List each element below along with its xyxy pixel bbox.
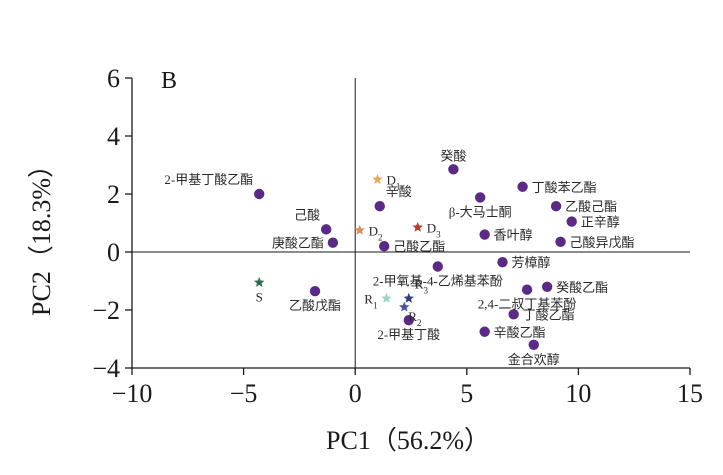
- compound-point: [379, 241, 390, 252]
- y-tick-label: 2: [107, 180, 120, 209]
- compound-label: 2,4-二叔丁基苯酚: [478, 297, 577, 312]
- compound-label: 辛酸: [386, 184, 412, 199]
- x-tick-label: 5: [460, 379, 473, 408]
- compound-point: [374, 200, 385, 212]
- sample-star-R2: [399, 301, 410, 312]
- y-axis-title: PC2（18.3%）: [27, 152, 56, 316]
- compound-point: [309, 285, 321, 297]
- x-tick-label: −5: [230, 379, 258, 408]
- sample-label-D3: D3: [427, 220, 441, 239]
- compound-point: [497, 256, 508, 268]
- tick-marks: −10 −5 0 5 10 15 −4 −2 0 2 4 6: [92, 64, 703, 408]
- panel-letter: B: [161, 68, 177, 94]
- compound-point: [320, 224, 332, 235]
- compound-point: [528, 339, 539, 350]
- compound-label: β-大马士酮: [449, 204, 512, 219]
- sample-star-D2: [354, 224, 365, 235]
- x-tick-label: 0: [349, 379, 362, 408]
- compound-label: 香叶醇: [494, 228, 533, 243]
- compound-label: 正辛醇: [581, 215, 620, 230]
- compound-label: 2-甲基丁酸乙酯: [164, 172, 253, 187]
- y-tick-label: −4: [92, 354, 120, 383]
- data-points: [253, 164, 577, 350]
- compound-label: 己酸: [294, 207, 320, 222]
- sample-label-R2: R2: [408, 309, 421, 328]
- compound-point: [479, 229, 490, 240]
- y-tick-label: −2: [92, 296, 120, 325]
- compound-label: 丁酸苯乙酯: [532, 180, 597, 195]
- sample-star-D1: [372, 174, 383, 184]
- x-tick-label: 15: [677, 379, 703, 408]
- sample-star-R1: [381, 292, 392, 303]
- compound-point: [432, 261, 443, 272]
- compound-point: [327, 237, 339, 248]
- sample-star-D3: [412, 221, 423, 232]
- sample-star-S: [253, 276, 265, 287]
- compound-label: 乙酸戊酯: [289, 298, 341, 313]
- compound-point: [254, 188, 265, 200]
- compound-label: 辛酸乙酯: [494, 325, 546, 340]
- compound-label: 芳樟醇: [512, 255, 551, 270]
- compound-label: 己酸异戊酯: [570, 235, 635, 250]
- compound-label: 丁酸乙酯: [523, 307, 575, 322]
- compound-point: [508, 309, 519, 320]
- compound-point: [517, 181, 528, 192]
- x-axis-title: PC1（56.2%）: [326, 426, 490, 455]
- y-tick-label: 0: [107, 238, 120, 267]
- compound-label: 2-甲基丁酸: [377, 327, 440, 342]
- x-tick-label: −10: [112, 379, 153, 408]
- compound-label: 庚酸乙酯: [272, 236, 324, 251]
- compound-label: 金合欢醇: [508, 352, 560, 367]
- compound-point: [566, 216, 577, 227]
- compound-point: [479, 326, 490, 337]
- compound-label: 癸酸乙酯: [556, 280, 608, 295]
- axes: [131, 78, 690, 369]
- compound-point: [555, 236, 566, 248]
- y-tick-label: 4: [107, 122, 120, 151]
- sample-label-D2: D2: [369, 223, 383, 242]
- compound-label: 乙酸己酯: [565, 199, 617, 214]
- y-tick-label: 6: [107, 64, 120, 93]
- compound-point: [521, 284, 533, 295]
- sample-label-R1: R1: [364, 291, 377, 310]
- x-tick-label: 10: [565, 379, 591, 408]
- compound-point: [403, 314, 414, 326]
- compound-point: [448, 164, 459, 175]
- sample-star-R3: [403, 292, 414, 303]
- compound-label: 癸酸: [440, 148, 466, 163]
- compound-point: [474, 192, 486, 203]
- sample-label-S: S: [256, 289, 263, 304]
- compound-point: [550, 200, 562, 212]
- compound-point: [541, 281, 553, 292]
- compound-label: 2-甲氧基-4-乙烯基苯酚: [373, 274, 503, 289]
- compound-label: 己酸乙酯: [393, 239, 445, 254]
